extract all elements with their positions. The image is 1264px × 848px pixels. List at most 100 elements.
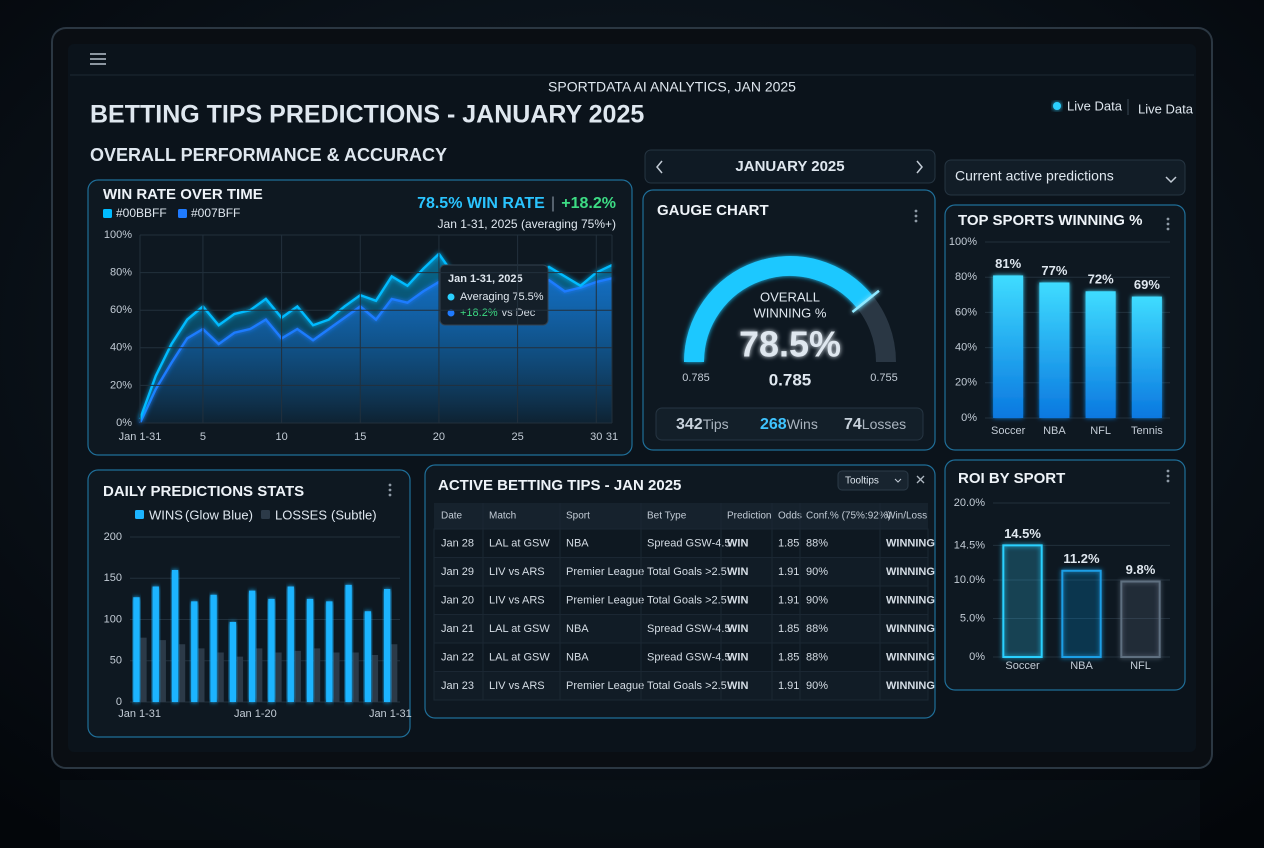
x-tick-label: Jan 1-31: [118, 708, 161, 720]
x-tick-label: 25: [511, 431, 523, 443]
column-header: Odds: [778, 511, 802, 522]
column-header: Sport: [566, 511, 590, 522]
table-cell: Premier League: [566, 566, 644, 578]
app-title: SPORTDATA AI ANALYTICS, JAN 2025: [548, 79, 796, 95]
table-cell: Total Goals >2.5: [647, 594, 727, 606]
change: +18.2%: [460, 307, 498, 319]
table-row: [433, 557, 929, 587]
headline: 78.5% WIN RATE: [417, 195, 545, 212]
y-tick-label: 150: [104, 572, 122, 584]
dropdown-label: Current active predictions: [955, 168, 1114, 184]
prev-month[interactable]: [656, 160, 663, 174]
table-cell: LIV vs ARS: [489, 680, 545, 692]
panel-title: DAILY PREDICTIONS STATS: [103, 483, 304, 500]
table-cell: 1.91: [778, 680, 799, 692]
bar: [1085, 291, 1116, 418]
value-label: 11.2%: [1063, 551, 1100, 566]
stat-label: Losses: [862, 416, 906, 432]
y-tick-label: 200: [104, 531, 122, 543]
table-row: [433, 528, 929, 558]
tooltips-dropdown[interactable]: [837, 470, 909, 491]
close-button[interactable]: [916, 475, 925, 484]
table-cell: Premier League: [566, 594, 644, 606]
bar: [217, 652, 224, 702]
stat: 74Losses: [844, 416, 906, 434]
table-cell: Total Goals >2.5: [647, 680, 727, 692]
table-cell: LAL at GSW: [489, 623, 550, 635]
bar: [133, 597, 140, 702]
bar: [364, 611, 372, 702]
y-tick-label: 60%: [955, 306, 977, 318]
bar: [333, 652, 340, 702]
month-picker: [644, 149, 936, 184]
stat-label: Tips: [703, 416, 729, 432]
table-cell: Jan 22: [441, 651, 474, 663]
bar: [390, 644, 398, 702]
bar: [1039, 282, 1070, 418]
table-cell: LIV vs ARS: [489, 566, 545, 578]
bar: [345, 584, 352, 702]
legend-swatch: [103, 209, 112, 218]
table-cell: WIN: [727, 651, 748, 663]
column-header: Match: [489, 511, 516, 522]
table-cell: WINNING: [886, 594, 935, 606]
live-link[interactable]: Live Data: [1138, 101, 1194, 116]
table-cell: 1.85: [778, 623, 799, 635]
gauge-value: [684, 256, 873, 363]
gauge-value-label: 78.5%: [739, 324, 841, 365]
bar: [371, 654, 379, 702]
value-label: 77%: [1041, 263, 1067, 278]
menu-button[interactable]: [90, 53, 106, 65]
value-label: 14.5%: [1004, 526, 1041, 541]
table-cell: Spread GSW-4.5: [647, 651, 731, 663]
gauge-scale-label: 0.785: [682, 372, 710, 384]
bar: [326, 601, 333, 702]
table-cell: WINNING: [886, 537, 935, 549]
y-tick-label: 0%: [961, 412, 977, 424]
page-title: BETTING TIPS PREDICTIONS - JANUARY 2025: [90, 101, 644, 129]
table-cell: Spread GSW-4.5: [647, 623, 731, 635]
table-cell: Jan 20: [441, 594, 474, 606]
table-cell: 88%: [806, 623, 828, 635]
tooltip-title: Jan 1-31, 2025: [448, 273, 523, 285]
y-tick-label: 50: [110, 655, 122, 667]
column-header: Bet Type: [647, 511, 687, 522]
bar: [1061, 569, 1102, 659]
bar: [287, 586, 294, 702]
bar: [140, 637, 147, 702]
tooltips-chevron: [894, 478, 902, 483]
bar: [294, 650, 301, 702]
bar: [178, 644, 186, 702]
x-tick-label: Soccer: [991, 425, 1026, 437]
column-header: Conf.% (75%:92%): [806, 511, 891, 522]
panel-title: ACTIVE BETTING TIPS - JAN 2025: [438, 477, 681, 494]
next-month[interactable]: [916, 160, 923, 174]
table-cell: NBA: [566, 623, 589, 635]
gauge-label: WINNING %: [754, 305, 827, 320]
gauge-scale-label: 0.755: [870, 372, 898, 384]
table-cell: WIN: [727, 566, 748, 578]
column-header: Date: [441, 511, 463, 522]
bar: [191, 601, 198, 702]
bar: [229, 621, 237, 702]
separator: |: [551, 195, 555, 212]
legend-swatch: [261, 510, 270, 519]
bar: [248, 590, 256, 702]
bar: [171, 570, 179, 702]
bar: [198, 648, 205, 702]
table-header: [434, 503, 928, 529]
kebab-menus[interactable]: [388, 209, 1170, 497]
bar: [275, 652, 282, 702]
panel-title: ROI BY SPORT: [958, 470, 1065, 487]
legend-label: WINS: [149, 507, 183, 522]
table-cell: Premier League: [566, 680, 644, 692]
y-tick-label: 100%: [104, 229, 132, 241]
table-cell: 1.85: [778, 537, 799, 549]
gauge-label: OVERALL: [760, 289, 820, 304]
stat-value: 74: [844, 416, 862, 433]
value-label: 72%: [1088, 272, 1114, 287]
x-tick-label: Jan 1-31: [369, 708, 412, 720]
predictions-dropdown[interactable]: [944, 159, 1186, 196]
table-cell: WIN: [727, 594, 748, 606]
